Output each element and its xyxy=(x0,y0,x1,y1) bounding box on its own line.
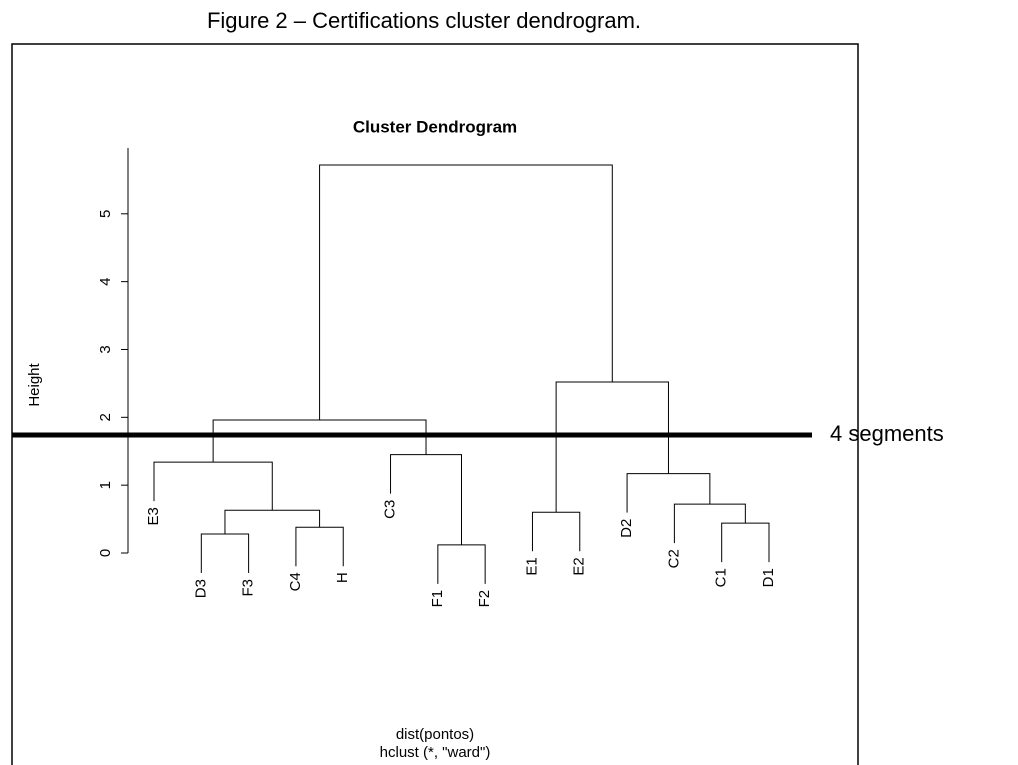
x-axis-label: dist(pontos) xyxy=(396,726,474,743)
merge xyxy=(295,526,344,567)
y-axis-label: Height xyxy=(26,362,43,406)
y-tick-label: 2 xyxy=(97,413,114,421)
annotation: 4 segments xyxy=(830,421,944,446)
merge xyxy=(673,503,746,544)
merge xyxy=(721,522,770,563)
leaf-label: C1 xyxy=(713,568,730,587)
leaf-label: E2 xyxy=(571,557,588,575)
leaf-label: F1 xyxy=(429,590,446,608)
chart-title: Cluster Dendrogram xyxy=(353,117,517,136)
merge xyxy=(390,454,462,545)
y-tick-label: 0 xyxy=(97,549,114,557)
method-label: hclust (*, "ward") xyxy=(380,744,491,761)
merge xyxy=(319,164,613,421)
leaf-label: H xyxy=(334,572,351,583)
leaf-label: D2 xyxy=(618,519,635,538)
merge xyxy=(626,473,711,513)
leaf-label: E1 xyxy=(523,557,540,575)
leaf-label: F2 xyxy=(476,590,493,608)
leaf-label: C3 xyxy=(382,500,399,519)
leaf-label: D3 xyxy=(192,579,209,598)
merge xyxy=(153,461,273,511)
y-tick-label: 4 xyxy=(97,277,114,285)
leaf-label: C2 xyxy=(665,549,682,568)
merge xyxy=(212,419,427,463)
merge xyxy=(555,381,669,513)
leaf-label: C4 xyxy=(287,572,304,591)
leaf-label: F3 xyxy=(240,579,257,597)
y-tick-label: 3 xyxy=(97,345,114,353)
leaf-label: D1 xyxy=(760,568,777,587)
leaf-label: E3 xyxy=(145,507,162,525)
y-tick-label: 5 xyxy=(97,210,114,218)
merge xyxy=(200,533,250,574)
merge xyxy=(437,544,486,584)
merge xyxy=(224,509,321,535)
y-tick-label: 1 xyxy=(97,481,114,489)
frame xyxy=(11,43,859,765)
caption: Figure 2 – Certifications cluster dendro… xyxy=(207,8,641,33)
merge xyxy=(531,511,581,552)
